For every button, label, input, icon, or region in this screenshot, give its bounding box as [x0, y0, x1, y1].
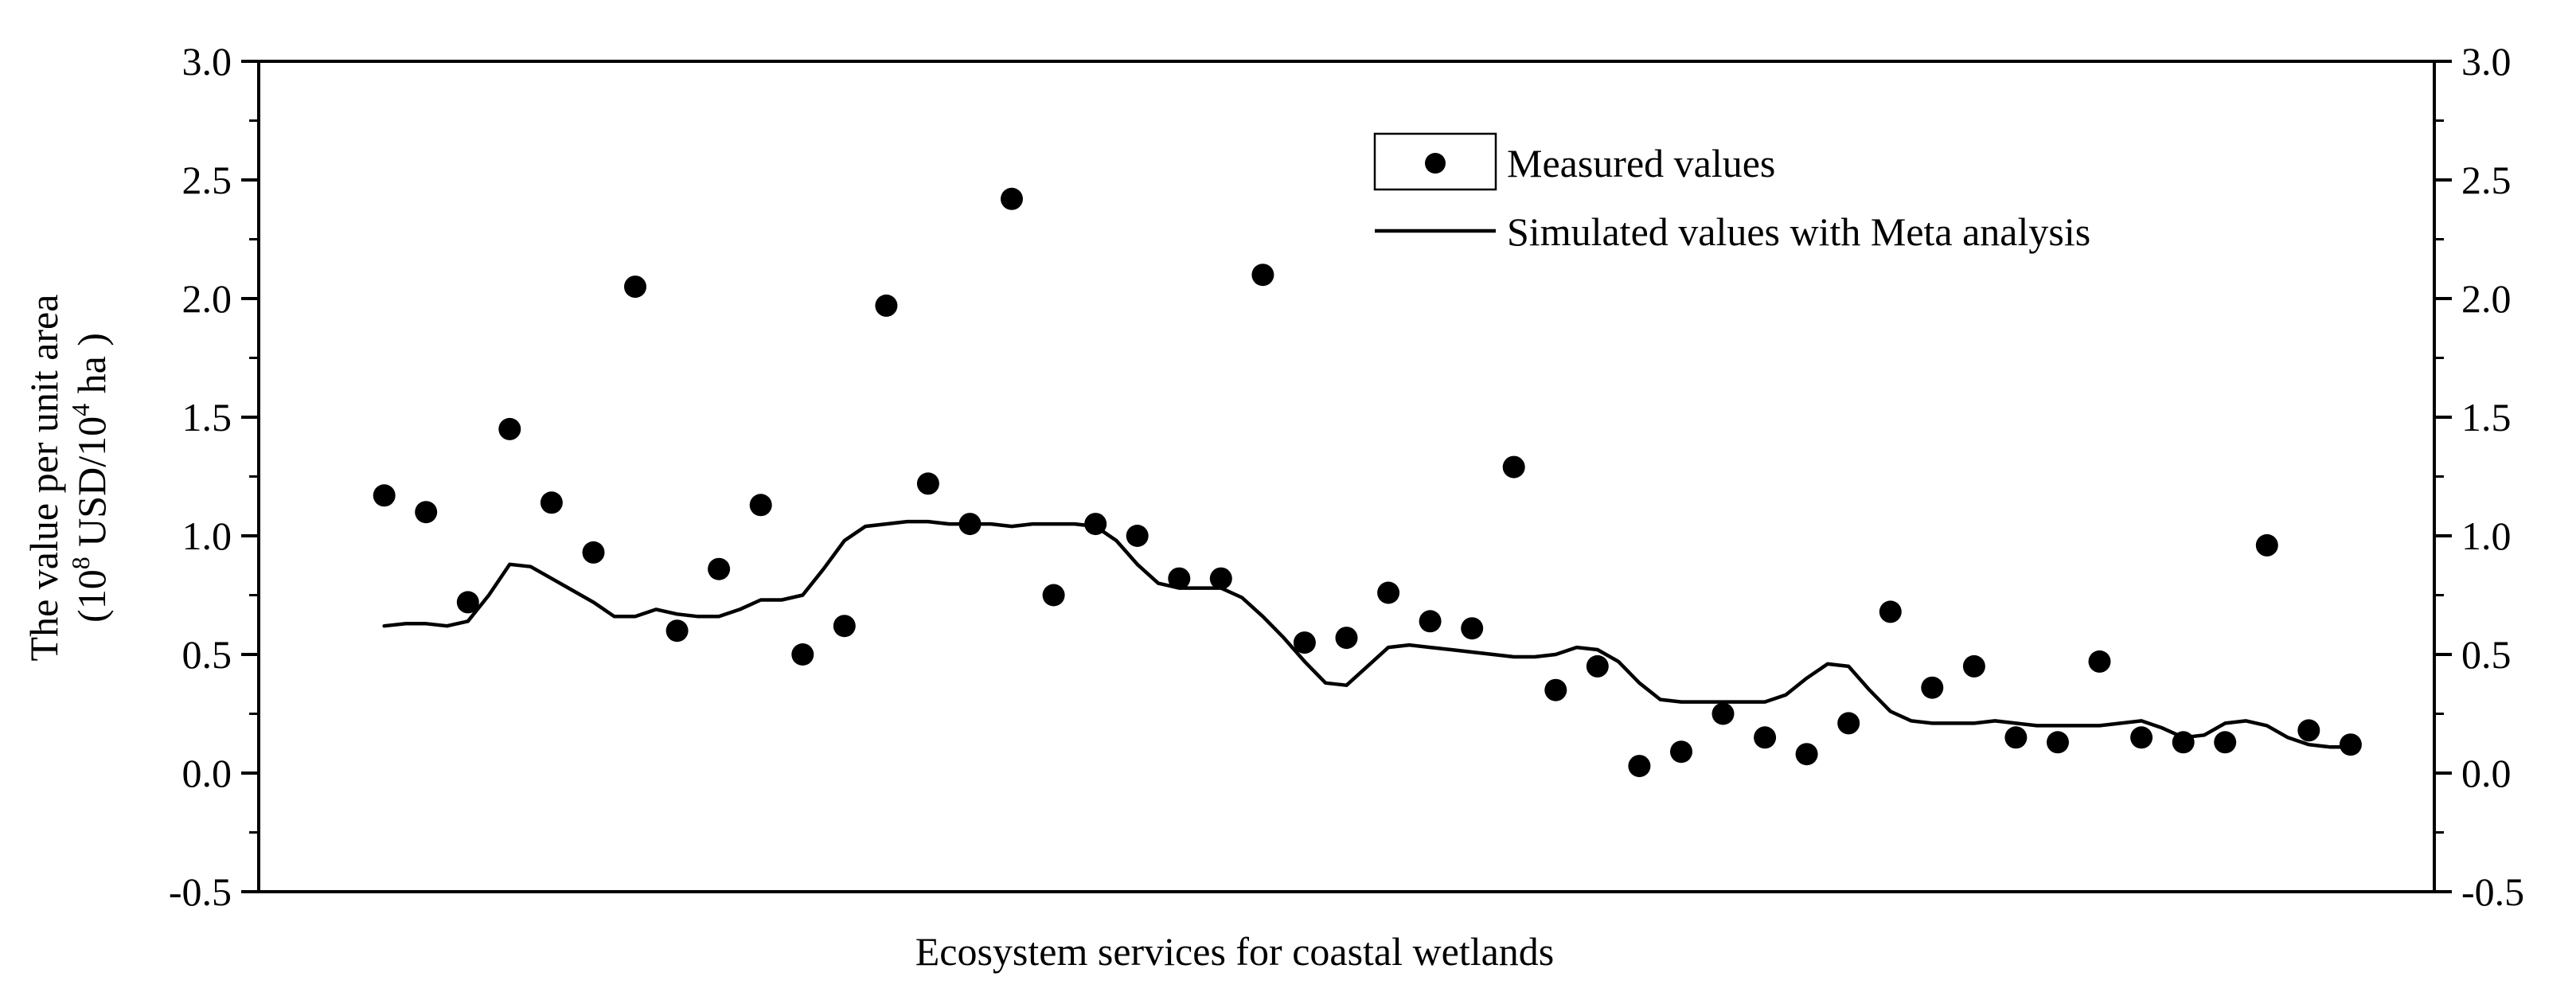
measured-point	[1754, 726, 1777, 749]
measured-point	[875, 294, 898, 317]
measured-point	[582, 541, 605, 564]
measured-point	[1419, 610, 1442, 633]
measured-point	[2004, 726, 2028, 749]
measured-point	[2047, 731, 2069, 754]
measured-point	[540, 491, 563, 514]
measured-point	[1377, 581, 1400, 604]
measured-point	[1628, 755, 1651, 778]
y-tick-label-left: -0.5	[169, 869, 232, 914]
measured-point	[456, 591, 479, 614]
y-tick-label-right: -0.5	[2461, 869, 2524, 914]
measured-point	[1335, 627, 1358, 650]
measured-point	[833, 615, 856, 638]
legend-measured-label: Measured values	[1507, 141, 1775, 186]
measured-point	[1795, 743, 1818, 766]
measured-point	[1586, 654, 1609, 678]
measured-point	[415, 501, 438, 524]
measured-point	[1461, 617, 1484, 640]
measured-point	[1837, 712, 1860, 735]
x-axis-title: Ecosystem services for coastal wetlands	[915, 929, 1555, 974]
y-tick-label-right: 2.0	[2461, 276, 2512, 321]
y-tick-label-left: 0.0	[182, 751, 232, 795]
measured-point	[1921, 676, 1944, 699]
simulated-series-layer	[382, 519, 2353, 749]
y-tick-label-left: 1.0	[182, 514, 232, 558]
measured-point	[916, 472, 939, 495]
measured-point	[1502, 455, 1525, 479]
measured-point	[2339, 733, 2362, 756]
y-tick-label-right: 0.5	[2461, 632, 2512, 677]
legend-measured-marker	[1425, 153, 1446, 174]
y-axis-title-line1: The value per unit area	[21, 295, 66, 662]
measured-point	[1209, 567, 1232, 590]
measured-point	[749, 494, 772, 517]
measured-point	[1962, 654, 1985, 678]
measured-point	[1711, 702, 1735, 725]
measured-point	[624, 275, 646, 299]
y-tick-label-left: 2.5	[182, 158, 232, 202]
measured-point	[958, 513, 982, 536]
y-tick-label-right: 1.5	[2461, 395, 2512, 439]
measured-point	[791, 643, 814, 666]
simulated-values-line	[382, 519, 2353, 749]
y-tick-label-right: 2.5	[2461, 158, 2512, 202]
measured-point	[1084, 513, 1107, 536]
y-tick-label-left: 2.0	[182, 276, 232, 321]
measured-point	[1293, 631, 1316, 654]
y-tick-label-right: 1.0	[2461, 514, 2512, 558]
measured-point	[1042, 584, 1065, 607]
measured-point	[2297, 719, 2320, 742]
y-axis-title-line2: (108 USD/104 ha )	[66, 333, 114, 623]
measured-series-layer	[373, 187, 2362, 778]
measured-point	[2255, 533, 2278, 557]
measured-point	[2088, 650, 2111, 673]
y-axis-right: -0.5 0.0 0.5 1.0 1.5 2.0 2.5 3.0	[2434, 39, 2524, 914]
y-axis-title-sup2: 4	[66, 404, 95, 416]
y-tick-label-left: 1.5	[182, 395, 232, 439]
measured-point	[1168, 567, 1191, 590]
measured-point	[498, 417, 521, 440]
measured-point	[665, 619, 689, 643]
measured-point	[2130, 726, 2153, 749]
y-tick-label-right: 0.0	[2461, 751, 2512, 795]
measured-point	[708, 557, 731, 580]
legend: Measured values Simulated values with Me…	[1373, 132, 2090, 254]
legend-marker-box	[1373, 132, 1497, 191]
measured-point	[1126, 525, 1149, 547]
measured-point	[373, 484, 396, 507]
y-axis-title-sup1: 8	[66, 557, 95, 569]
measured-point	[2214, 731, 2237, 754]
y-tick-label-right: 3.0	[2461, 39, 2512, 84]
measured-point	[1670, 740, 1692, 764]
y-axis-left: -0.5 0.0 0.5 1.0 1.5 2.0 2.5 3.0	[169, 39, 259, 914]
measured-point	[2172, 731, 2195, 754]
y-tick-label-left: 3.0	[182, 39, 232, 84]
measured-point	[1544, 678, 1567, 701]
measured-point	[1251, 264, 1274, 287]
y-tick-label-left: 0.5	[182, 632, 232, 677]
legend-simulated-label: Simulated values with Meta analysis	[1507, 209, 2090, 254]
y-axis-title: The value per unit area (108 USD/104 ha …	[21, 295, 114, 662]
measured-point	[1879, 600, 1902, 623]
measured-point	[1001, 187, 1023, 210]
